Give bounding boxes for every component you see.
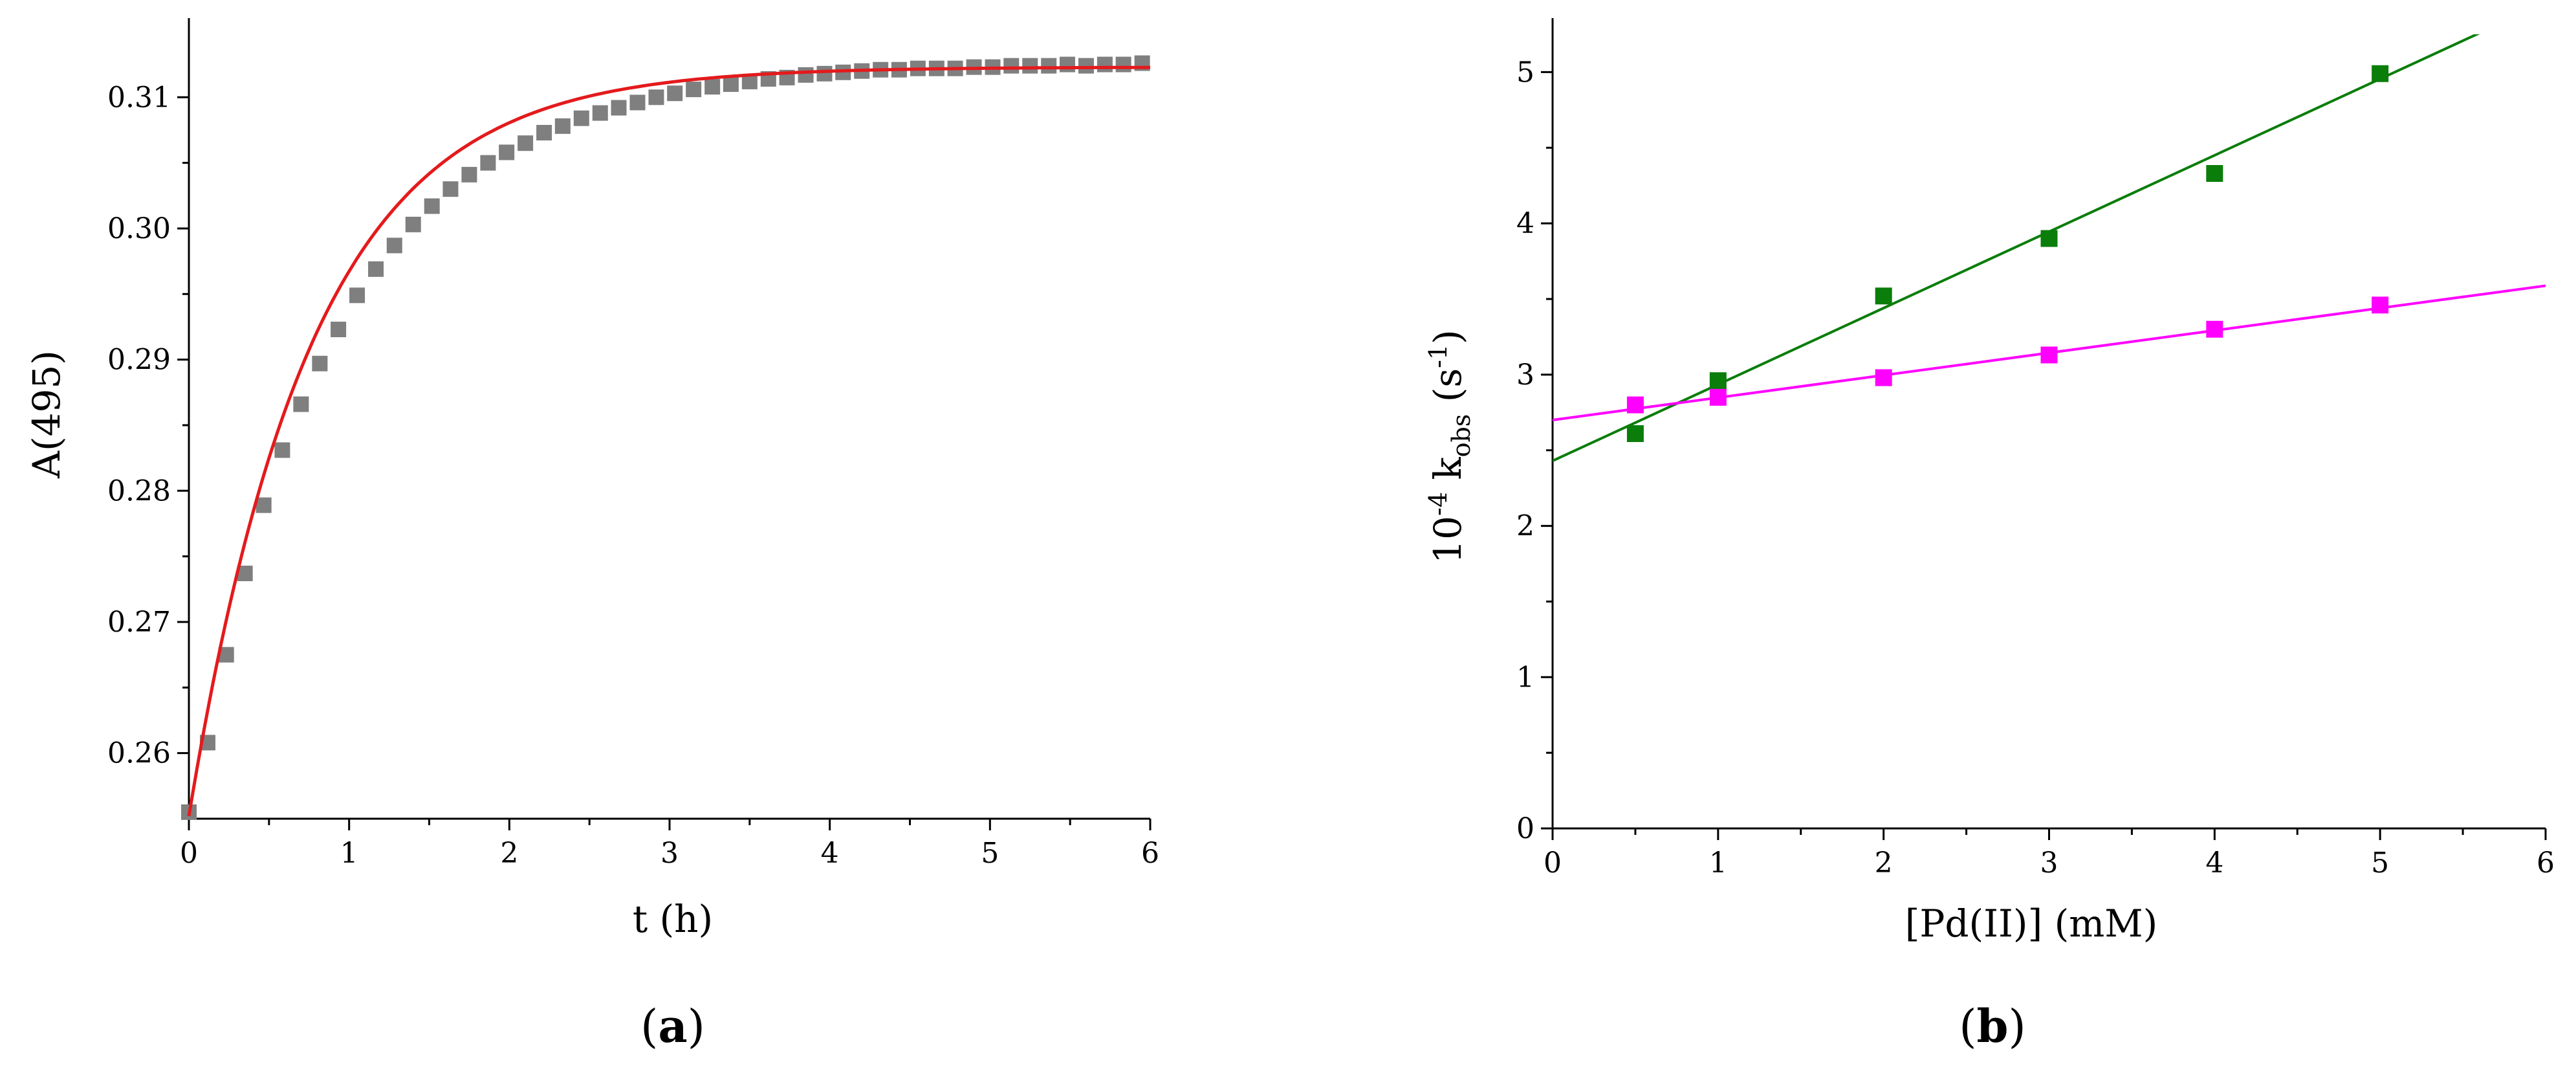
panel-b-green-data-point xyxy=(2206,165,2223,183)
panel-a-data-point xyxy=(368,261,384,277)
panel-b-y-tick-label: 0 xyxy=(1516,812,1534,845)
panel-a-data-point xyxy=(554,118,571,134)
panel-b-green-data-point xyxy=(1626,425,1644,443)
panel-a-data-point xyxy=(442,181,459,197)
panel-b-x-tick-label: 5 xyxy=(2371,847,2389,880)
panel-a-x-tick-label: 5 xyxy=(981,837,999,870)
panel-a-data-point xyxy=(331,322,347,338)
panel-a-label: (a) xyxy=(640,999,705,1053)
panel-b-magenta-data-point xyxy=(1709,388,1727,406)
panel-a-y-tick-label: 0.31 xyxy=(107,81,171,114)
panel-b-plot-area: 0 1 2 3 4 5 6 0 1 2 3 4 5 xyxy=(1516,18,2555,880)
panel-a-data-point xyxy=(424,198,440,214)
panel-a-x-axis-title: t (h) xyxy=(633,897,713,941)
panel-b-y-tick-label: 1 xyxy=(1516,661,1534,694)
panel-b-x-tick-label: 3 xyxy=(2040,847,2058,880)
panel-a-data-point xyxy=(1097,56,1113,72)
panel-b-y-tick-label: 3 xyxy=(1516,359,1534,392)
panel-a-data-point xyxy=(256,497,272,513)
panel-a-y-axis-title: A(495) xyxy=(25,350,69,479)
panel-a-x-tick-label: 0 xyxy=(180,837,198,870)
panel-a-data-point xyxy=(816,65,833,82)
panel-b-magenta-data-point xyxy=(1626,396,1644,414)
panel-a-plot-area: 0 1 2 3 4 5 6 0.26 0.27 0.28 0.29 0.30 0.31 xyxy=(107,18,1159,870)
panel-a-data-point xyxy=(723,76,739,93)
panel-b-y-tick-label: 4 xyxy=(1516,207,1534,240)
panel-b-green-data-point xyxy=(1875,287,1892,305)
panel-a-data-point xyxy=(386,238,402,254)
panel-b-magenta-data-point xyxy=(2040,346,2058,364)
panel-a-data-point xyxy=(405,216,421,232)
panel-b-green-data-point xyxy=(2372,65,2389,82)
panel-a-y-tick-label: 0.27 xyxy=(107,606,171,639)
panel-a-data-point xyxy=(499,144,515,161)
panel-a-data-point xyxy=(704,79,721,95)
panel-a-fit-curve xyxy=(187,65,1151,817)
panel-a-y-tick-label: 0.26 xyxy=(107,737,171,770)
panel-b-x-axis-title: [Pd(II)] (mM) xyxy=(1905,902,2158,946)
panel-a-data-point xyxy=(686,82,702,98)
panel-b-y-axis-title: 10-4 kobs (s-1) xyxy=(1424,329,1476,564)
panel-a-data-point xyxy=(461,166,477,183)
panel-b-magenta-data-point xyxy=(2372,296,2389,314)
panel-a-data-point xyxy=(1059,56,1075,72)
panel-a-x-tick-label: 1 xyxy=(340,837,358,870)
panel-a-data-point xyxy=(1078,58,1094,74)
panel-a-data-point xyxy=(592,105,608,121)
panel-a-data-point xyxy=(1022,58,1038,74)
panel-b-x-tick-label: 0 xyxy=(1544,847,1562,880)
panel-a-data-point xyxy=(349,287,366,304)
panel-a-y-tick-label: 0.30 xyxy=(107,212,171,245)
panel-b-x-tick-label: 2 xyxy=(1875,847,1893,880)
panel-a-data-point xyxy=(667,85,683,102)
panel-a-data-point xyxy=(629,94,646,111)
panel-b-magenta-data-point xyxy=(2206,320,2223,338)
panel-b-magenta-data-point xyxy=(1875,369,1892,386)
panel-b-x-tick-label: 6 xyxy=(2537,847,2555,880)
panel-a-x-tick-label: 3 xyxy=(660,837,679,870)
panel-a-data-point xyxy=(312,355,328,371)
panel-b-y-tick-label: 5 xyxy=(1516,56,1534,89)
panel-a-y-tick-label: 0.28 xyxy=(107,474,171,507)
panel-b-y-tick-label: 2 xyxy=(1516,510,1534,543)
panel-a-data-point xyxy=(518,135,534,151)
panel-a-x-tick-label: 6 xyxy=(1141,837,1159,870)
panel-a-data-point xyxy=(293,396,309,412)
panel-a-x-tick-label: 4 xyxy=(821,837,839,870)
panel-a-data-point xyxy=(798,67,814,83)
panel-a-data-point xyxy=(1041,58,1057,74)
panel-a-y-tick-label: 0.29 xyxy=(107,344,171,377)
panel-a-data-point xyxy=(274,442,290,458)
panel-a: 0 1 2 3 4 5 6 0.26 0.27 0.28 0.29 0.30 0.31 t (h) A(… xyxy=(25,18,1159,1053)
panel-b-green-data-point xyxy=(2040,230,2058,247)
panel-a-data-point xyxy=(480,155,496,171)
panel-a-data-point xyxy=(573,110,589,126)
panel-a-data-point xyxy=(1115,56,1131,72)
panel-a-data-point xyxy=(611,100,627,116)
panel-b-x-tick-label: 1 xyxy=(1709,847,1727,880)
panel-b: 0 1 2 3 4 5 6 0 1 2 3 4 5 [Pd(II)] (mM) 10-4 kobs (s… xyxy=(1424,18,2555,1053)
panel-b-label: (b) xyxy=(1959,999,2026,1053)
panel-b-green-data-point xyxy=(1709,372,1727,390)
panel-a-data-point xyxy=(1003,58,1020,74)
panel-a-x-tick-label: 2 xyxy=(500,837,518,870)
panel-a-data-point xyxy=(536,125,552,141)
panel-b-x-tick-label: 4 xyxy=(2205,847,2223,880)
panel-a-data-point xyxy=(648,89,664,105)
